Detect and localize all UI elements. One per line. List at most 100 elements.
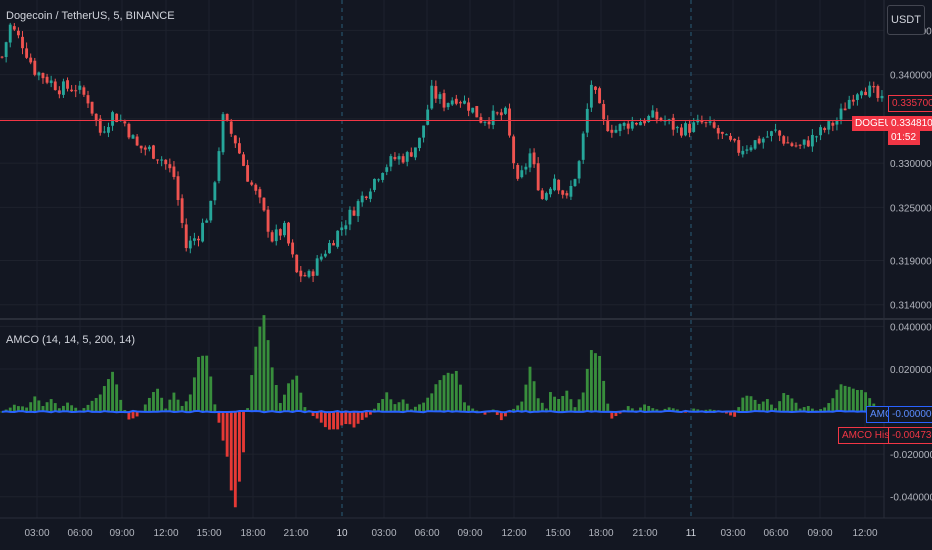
- histogram-bar: [798, 408, 802, 412]
- upper-price-tag: 0.33570000: [888, 95, 932, 112]
- candle-body: [176, 176, 180, 201]
- candle-body: [29, 57, 33, 63]
- histogram-bar: [573, 407, 577, 412]
- candle-body: [115, 113, 119, 123]
- candle: [553, 174, 556, 192]
- histogram-bar: [49, 399, 53, 412]
- candle-body: [504, 107, 507, 114]
- histogram-bar: [696, 409, 700, 412]
- candle-body: [74, 90, 78, 92]
- candle-body: [201, 222, 205, 242]
- candle: [368, 188, 372, 203]
- candle: [278, 228, 282, 240]
- candle-body: [164, 159, 168, 165]
- histogram-bar: [565, 390, 569, 412]
- candle-body: [876, 86, 880, 98]
- histogram-bar: [295, 375, 299, 412]
- histogram-bar: [356, 411, 360, 424]
- candle: [761, 136, 765, 149]
- histogram-bar: [471, 408, 475, 412]
- candle-body: [508, 108, 511, 136]
- candle: [16, 27, 20, 39]
- candle: [323, 250, 327, 258]
- candle-body: [205, 220, 209, 223]
- candle-body: [111, 112, 114, 126]
- candle-body: [454, 98, 458, 104]
- time-tick-label: 15:00: [545, 528, 570, 539]
- candle-body: [843, 108, 847, 111]
- histogram-bar: [258, 326, 262, 412]
- histogram-bar: [323, 411, 327, 428]
- candle-body: [4, 42, 8, 57]
- candle: [295, 254, 299, 274]
- candle: [356, 199, 360, 222]
- candle: [679, 123, 683, 138]
- candle: [438, 91, 442, 104]
- candle-body: [851, 99, 855, 102]
- histogram-bar: [655, 409, 659, 412]
- candle-body: [278, 229, 282, 236]
- time-tick-label: 09:00: [807, 528, 832, 539]
- candle: [671, 113, 675, 136]
- candle: [512, 134, 516, 169]
- candle: [847, 95, 851, 110]
- candle: [495, 111, 499, 116]
- candle-body: [94, 113, 98, 120]
- candle-body: [868, 85, 872, 97]
- candle: [139, 145, 143, 154]
- candle-body: [368, 191, 372, 199]
- histogram-bar: [352, 411, 356, 428]
- candle-body: [450, 100, 454, 105]
- candle-body: [422, 125, 426, 138]
- histogram-bar: [262, 315, 266, 412]
- currency-button[interactable]: USDT: [887, 5, 925, 35]
- candle-body: [622, 122, 626, 126]
- histogram-bar: [192, 377, 196, 412]
- histogram-bar: [405, 403, 409, 412]
- current-price-tag: 0.33481000: [888, 116, 932, 131]
- histogram-bar: [557, 398, 561, 412]
- histogram-bar: [524, 384, 528, 412]
- candle: [626, 120, 630, 135]
- histogram-bar: [671, 408, 675, 412]
- candle-body: [156, 159, 159, 161]
- candle: [418, 137, 421, 152]
- candle-body: [266, 209, 270, 232]
- candle: [561, 189, 565, 199]
- candle: [467, 97, 471, 117]
- candle-body: [716, 128, 720, 134]
- candle: [274, 224, 278, 246]
- candle-body: [147, 146, 151, 150]
- histogram-bar: [147, 397, 151, 412]
- candle-body: [561, 190, 565, 195]
- candle-body: [78, 85, 82, 90]
- candle: [70, 85, 74, 93]
- time-tick-label: 03:00: [371, 528, 396, 539]
- candle: [725, 133, 728, 136]
- candle: [307, 269, 311, 279]
- candle-body: [823, 128, 827, 131]
- candle-body: [765, 136, 769, 138]
- candle: [360, 191, 364, 207]
- histogram-bar: [606, 403, 610, 412]
- candle: [774, 123, 777, 133]
- candle: [594, 86, 597, 94]
- candle: [696, 114, 700, 125]
- candle-body: [594, 86, 597, 90]
- histogram-bar: [37, 400, 41, 412]
- candle: [86, 90, 90, 108]
- candle: [872, 81, 876, 93]
- candle: [598, 86, 601, 104]
- histogram-bar: [393, 404, 397, 412]
- candle: [794, 142, 798, 148]
- histogram-bar: [319, 411, 323, 423]
- candle-body: [602, 104, 606, 120]
- candle: [37, 71, 41, 81]
- candle-body: [855, 94, 859, 101]
- candle-body: [33, 60, 37, 75]
- histogram-bar: [610, 411, 614, 419]
- histogram-bar: [704, 409, 708, 412]
- candle: [254, 183, 258, 195]
- candle: [675, 125, 679, 133]
